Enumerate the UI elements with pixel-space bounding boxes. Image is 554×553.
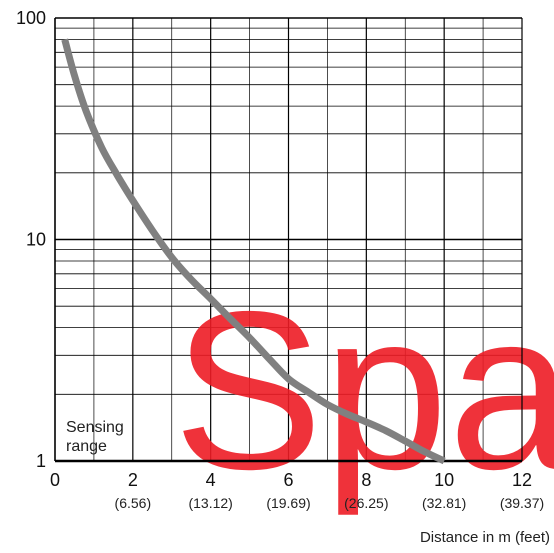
x-tick-label: 8 <box>361 470 371 490</box>
x-tick-label: 10 <box>434 470 454 490</box>
x-tick-label: 6 <box>283 470 293 490</box>
x-tick-sublabel: (26.25) <box>344 495 388 511</box>
x-tick-label: 12 <box>512 470 532 490</box>
x-tick-sublabel: (19.69) <box>266 495 310 511</box>
watermark-text: Spa <box>173 264 554 516</box>
tick-labels: 0 2 (6.56) 4 (13.12) 6 (19.69) 8 (26.25) 10 (32.81… <box>16 8 544 511</box>
y-tick-label: 100 <box>16 8 46 28</box>
x-tick-sublabel: (39.37) <box>500 495 544 511</box>
x-tick-sublabel: (13.12) <box>188 495 232 511</box>
x-axis-title: Distance in m (feet) <box>420 529 550 546</box>
x-tick-label: 2 <box>128 470 138 490</box>
grid-lines <box>55 18 522 461</box>
series-line <box>61 38 446 465</box>
annotation-line-1: Sensing <box>66 419 124 436</box>
y-tick-label: 1 <box>36 451 46 471</box>
series-layer <box>61 38 446 465</box>
annotation-line-2: range <box>66 438 107 455</box>
y-tick-label: 10 <box>26 230 46 250</box>
x-tick-label: 0 <box>50 470 60 490</box>
x-tick-label: 4 <box>206 470 216 490</box>
x-tick-sublabel: (32.81) <box>422 495 466 511</box>
x-tick-sublabel: (6.56) <box>115 495 152 511</box>
